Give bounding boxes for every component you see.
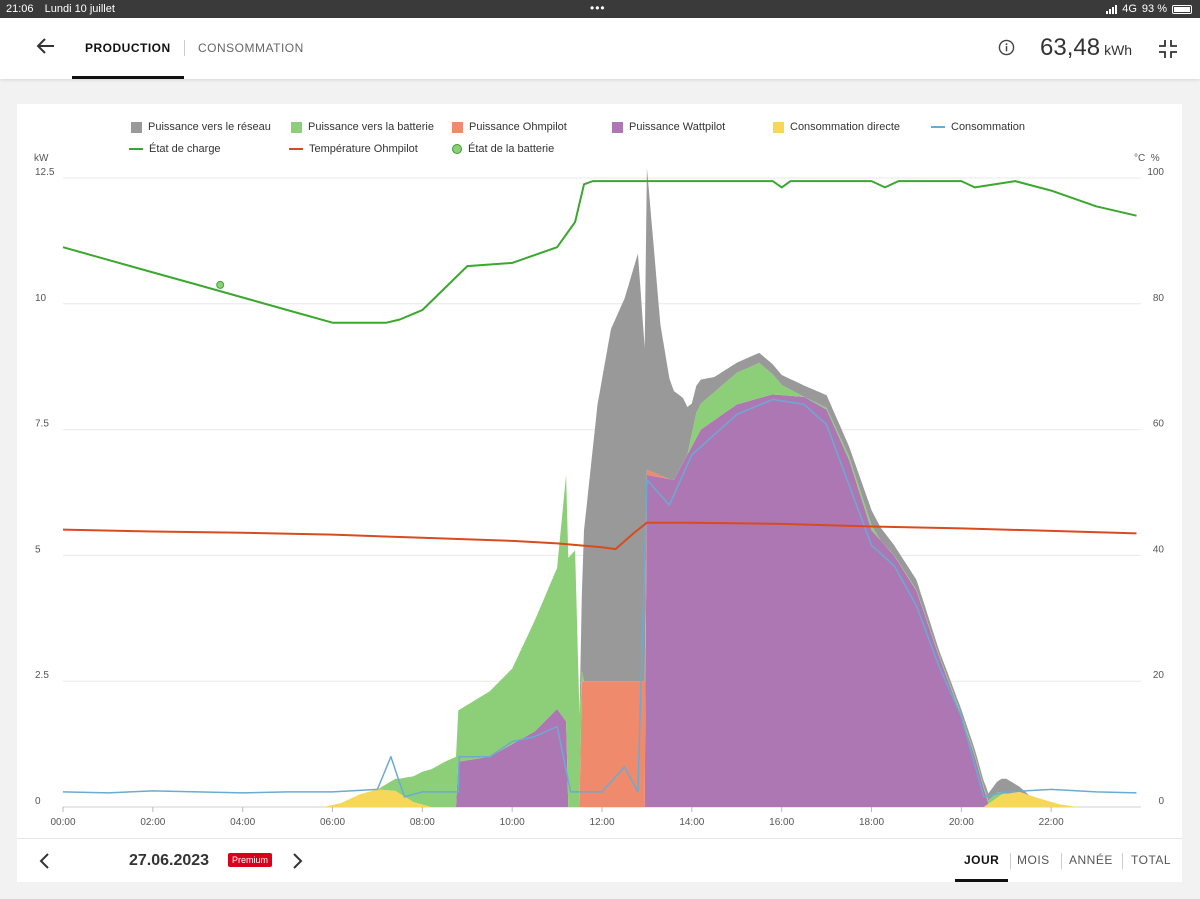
y-right-tick-label: 100 xyxy=(1147,167,1164,178)
tab-consommation[interactable]: CONSOMMATION xyxy=(198,41,304,55)
daily-total: 63,48 kWh xyxy=(1040,34,1132,62)
legend-item-wattpilot[interactable]: Puissance Wattpilot xyxy=(612,121,725,133)
legend-swatch xyxy=(291,121,302,133)
x-tick-label: 18:00 xyxy=(859,817,884,828)
collapse-icon[interactable] xyxy=(1157,38,1179,60)
line-temperature-ohmpilot xyxy=(62,521,1137,551)
legend-item-etat-de-charge[interactable]: État de charge xyxy=(129,143,221,155)
date-navigation: 27.06.2023 Premium JOUR MOIS ANNÉE TOTAL xyxy=(17,838,1182,882)
legend-label: État de charge xyxy=(149,143,221,155)
y-right-tick-label: 0 xyxy=(1158,796,1164,807)
legend-label: Puissance Wattpilot xyxy=(629,121,726,133)
area-consommation-directe xyxy=(63,789,1141,807)
legend-item-ohmpilot[interactable]: Puissance Ohmpilot xyxy=(452,121,567,133)
chevron-right-icon[interactable] xyxy=(287,851,307,871)
period-mois[interactable]: MOIS xyxy=(1017,853,1050,867)
battery-state-marker xyxy=(216,280,225,289)
x-tick-label: 10:00 xyxy=(500,817,525,828)
period-total[interactable]: TOTAL xyxy=(1131,853,1172,867)
x-tick-label: 12:00 xyxy=(589,817,614,828)
right-axis-unit: °C % xyxy=(1134,153,1160,164)
period-separator xyxy=(1010,853,1011,869)
left-axis-unit: kW xyxy=(34,153,49,164)
legend-swatch xyxy=(452,121,463,133)
x-tick-label: 04:00 xyxy=(230,817,255,828)
app-header: PRODUCTION CONSOMMATION 63,48 kWh xyxy=(0,18,1200,79)
area-puissance-wattpilot xyxy=(63,394,1141,807)
status-left: 21:06 Lundi 10 juillet xyxy=(6,3,123,15)
period-active-indicator xyxy=(955,879,1008,882)
status-right: 4G 93 % xyxy=(1106,3,1192,15)
legend-swatch xyxy=(131,121,142,133)
legend-item-consommation-directe[interactable]: Consommation directe xyxy=(773,121,900,133)
legend-label: Puissance vers la batterie xyxy=(308,121,434,133)
legend-line xyxy=(289,148,303,150)
status-time: 21:06 xyxy=(6,3,34,15)
tab-production-label: PRODUCTION xyxy=(85,41,171,55)
chevron-left-icon[interactable] xyxy=(35,851,55,871)
y-left-tick-label: 12.5 xyxy=(35,167,55,178)
x-tick-label: 08:00 xyxy=(410,817,435,828)
x-tick-label: 22:00 xyxy=(1039,817,1064,828)
x-tick-label: 06:00 xyxy=(320,817,345,828)
legend-line xyxy=(931,126,945,128)
status-date: Lundi 10 juillet xyxy=(44,3,115,15)
tab-separator xyxy=(184,40,185,56)
premium-badge: Premium xyxy=(228,853,273,867)
arrow-left-icon[interactable] xyxy=(34,34,58,58)
legend-item-reseau[interactable]: Puissance vers le réseau xyxy=(131,121,271,133)
line-consommation xyxy=(62,398,1137,798)
tab-production[interactable]: PRODUCTION xyxy=(72,18,184,79)
legend-item-batterie[interactable]: Puissance vers la batterie xyxy=(291,121,434,133)
y-right-tick-label: 60 xyxy=(1153,419,1165,430)
legend-item-temperature[interactable]: Température Ohmpilot xyxy=(289,143,418,155)
y-left-tick-label: 2.5 xyxy=(35,670,49,681)
period-separator xyxy=(1061,853,1062,869)
y-left-tick-label: 7.5 xyxy=(35,419,49,430)
daily-total-value: 63,48 xyxy=(1040,34,1101,61)
y-right-tick-label: 20 xyxy=(1153,670,1165,681)
y-right-tick-label: 80 xyxy=(1153,293,1165,304)
legend-label: État de la batterie xyxy=(468,143,555,155)
legend-swatch xyxy=(773,121,784,133)
daily-total-unit: kWh xyxy=(1104,42,1133,58)
chart-card: 12.5 10 7.5 5 2.5 0 100 80 60 40 20 0 00:00 02:00 04:0… xyxy=(17,104,1182,838)
x-tick-label: 00:00 xyxy=(50,817,75,828)
legend-dot xyxy=(452,144,462,154)
area-puissance-vers-le-reseau xyxy=(63,167,1141,807)
legend-label: Puissance vers le réseau xyxy=(148,121,271,133)
status-bar: 21:06 Lundi 10 juillet ••• 4G 93 % xyxy=(0,0,1200,18)
x-tick-label: 02:00 xyxy=(140,817,165,828)
info-icon[interactable] xyxy=(998,39,1015,56)
area-puissance-ohmpilot xyxy=(63,394,1141,807)
period-annee[interactable]: ANNÉE xyxy=(1069,853,1113,867)
multitask-dots[interactable]: ••• xyxy=(590,1,606,15)
legend-swatch xyxy=(612,121,623,133)
production-chart[interactable]: 12.5 10 7.5 5 2.5 0 100 80 60 40 20 0 00:00 02:00 04:0… xyxy=(17,104,1182,838)
y-right-tick-label: 40 xyxy=(1153,544,1165,555)
legend-item-consommation[interactable]: Consommation xyxy=(931,121,1025,133)
period-jour[interactable]: JOUR xyxy=(964,853,1000,867)
legend-line xyxy=(129,148,143,150)
y-left-tick-label: 5 xyxy=(35,544,41,555)
x-tick-label: 16:00 xyxy=(769,817,794,828)
legend-label: Température Ohmpilot xyxy=(309,143,418,155)
legend-item-etat-batterie[interactable]: État de la batterie xyxy=(452,143,554,155)
y-left-tick-label: 0 xyxy=(35,796,41,807)
signal-icon xyxy=(1106,4,1118,14)
x-tick-label: 20:00 xyxy=(949,817,974,828)
network-type: 4G xyxy=(1122,3,1137,15)
legend-label: Consommation xyxy=(951,121,1025,133)
battery-percent: 93 % xyxy=(1141,3,1167,15)
selected-date[interactable]: 27.06.2023 xyxy=(129,852,210,869)
legend-label: Puissance Ohmpilot xyxy=(469,121,567,133)
period-separator xyxy=(1122,853,1123,869)
tab-active-indicator xyxy=(72,76,184,79)
y-left-tick-label: 10 xyxy=(35,293,47,304)
legend-label: Consommation directe xyxy=(790,121,901,133)
line-etat-de-charge xyxy=(62,180,1137,324)
x-tick-label: 14:00 xyxy=(679,817,704,828)
battery-icon xyxy=(1172,4,1192,14)
